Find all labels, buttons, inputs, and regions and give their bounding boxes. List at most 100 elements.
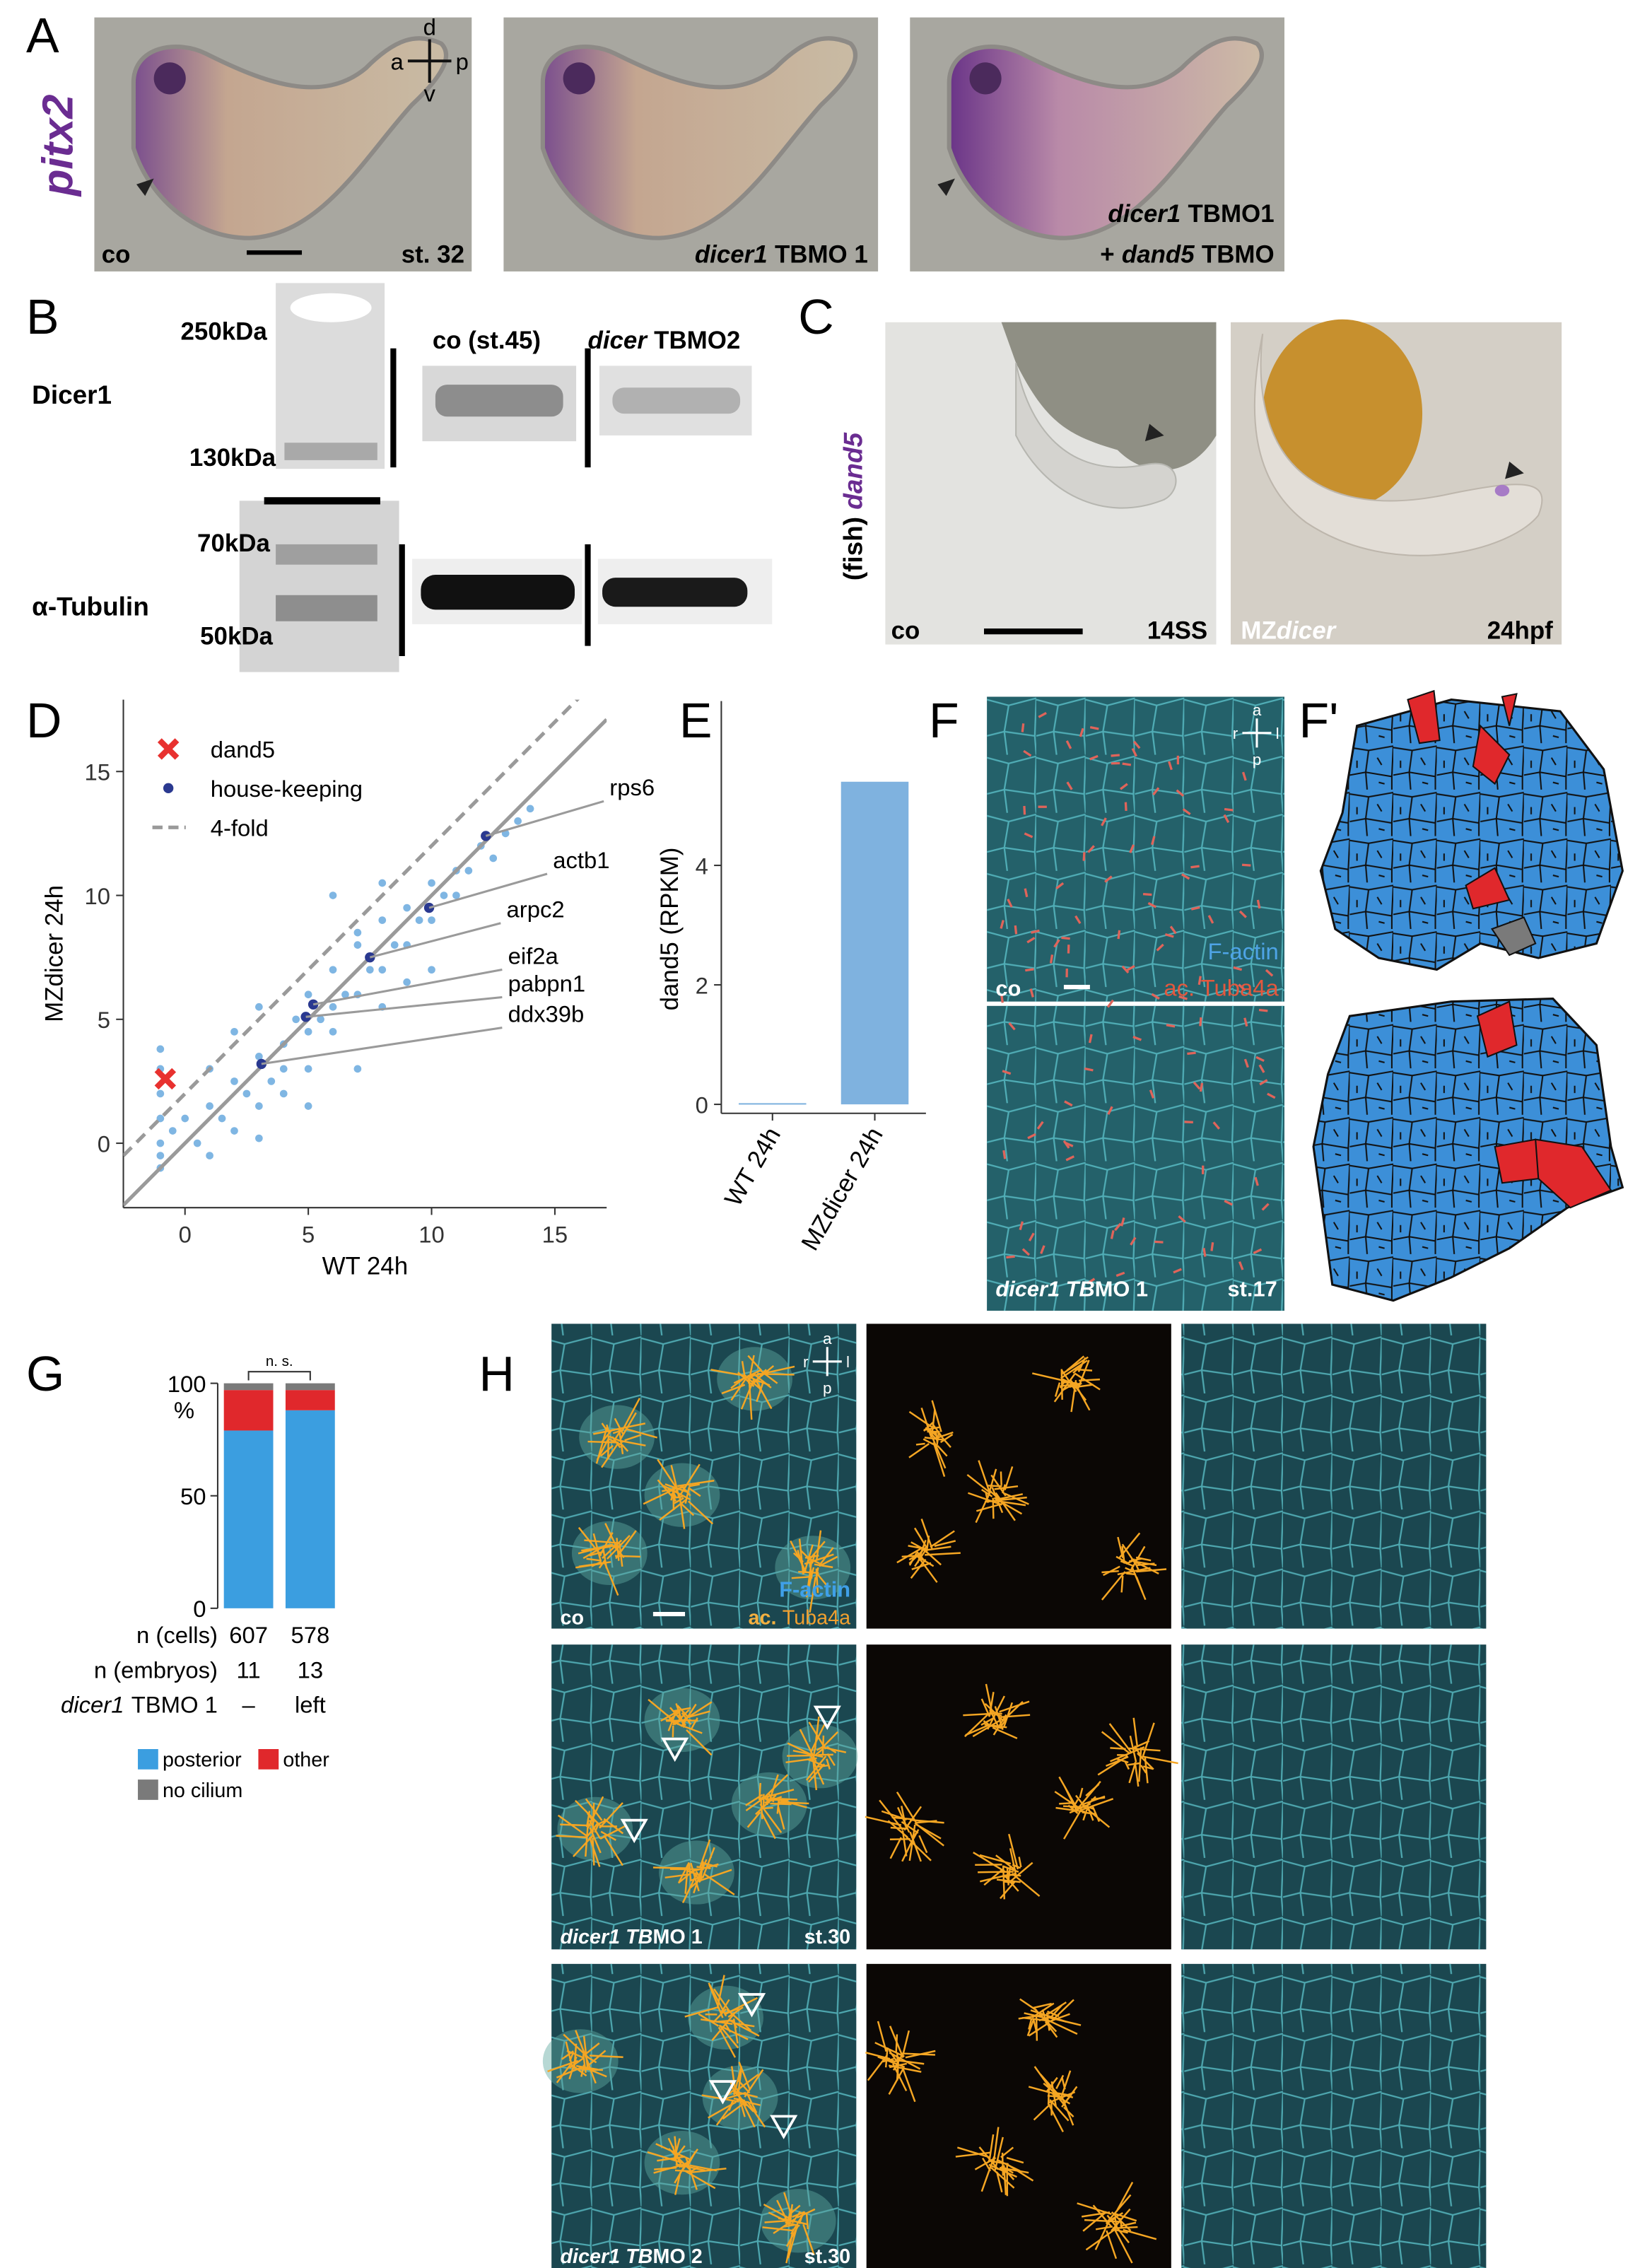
x-axis-label: WT 24h xyxy=(322,1253,409,1280)
point-label: ddx39b xyxy=(508,1000,585,1027)
cilium xyxy=(1000,993,1004,1003)
cilium xyxy=(746,2100,766,2128)
cilium xyxy=(608,1438,621,1446)
y-tick-label: 2 xyxy=(696,972,708,998)
bar-segment xyxy=(223,1430,274,1608)
y-tick-label: 50 xyxy=(180,1483,206,1509)
orientation-label: l xyxy=(1276,725,1279,742)
cilium xyxy=(821,1731,838,1749)
cilium xyxy=(1199,1017,1202,1027)
cilium xyxy=(624,1434,642,1442)
cilium xyxy=(994,1485,1019,1490)
point xyxy=(242,1089,251,1098)
orientation-label: d xyxy=(423,13,436,40)
cilium xyxy=(937,1445,948,1457)
micrograph xyxy=(866,1644,1171,1950)
cilium xyxy=(889,1837,902,1859)
cilium xyxy=(1140,1765,1147,1774)
x-tick-label: 15 xyxy=(542,1221,568,1247)
cilium xyxy=(895,2034,898,2053)
cilium xyxy=(1089,726,1099,730)
gene-label: (fish) dand5 xyxy=(839,432,868,580)
cilium xyxy=(701,1847,715,1878)
panel-c: C (fish) dand5 co 14SS MZdicer 24hpf xyxy=(798,289,1562,645)
text: ac. xyxy=(749,1606,777,1629)
text: TBMO1 xyxy=(1188,200,1274,228)
point xyxy=(218,1114,226,1123)
legend-marker xyxy=(163,783,174,794)
cilium xyxy=(1121,1545,1125,1564)
embryo xyxy=(937,36,1264,240)
cilium xyxy=(1258,1008,1268,1012)
cilium xyxy=(1224,807,1234,812)
cilium xyxy=(1041,2009,1048,2023)
point xyxy=(230,1027,238,1036)
cilium xyxy=(592,1533,602,1562)
text: n (embryos) xyxy=(94,1656,218,1683)
significance-bracket xyxy=(247,1371,311,1381)
cilium xyxy=(733,1369,761,1384)
cilium xyxy=(1238,1261,1244,1270)
yolk xyxy=(1263,319,1423,508)
cilium xyxy=(826,1758,831,1770)
cilium xyxy=(807,1758,826,1767)
bar-segment xyxy=(285,1410,335,1608)
cilium xyxy=(1116,1758,1129,1764)
cilium xyxy=(570,2064,587,2077)
cilium xyxy=(821,1746,847,1753)
italic-text: dicer xyxy=(588,327,649,354)
cilium xyxy=(586,1557,602,1562)
italic-text: dand5 xyxy=(839,432,868,509)
condition-label: co xyxy=(560,1606,584,1629)
cilium xyxy=(1028,2018,1033,2030)
arrowhead xyxy=(620,1818,648,1844)
cilium xyxy=(670,1484,685,1496)
cilium xyxy=(1256,899,1261,909)
cilium xyxy=(746,1811,761,1828)
cilium xyxy=(720,1999,730,2014)
ladder-band xyxy=(276,595,377,621)
cilium xyxy=(726,2009,752,2032)
point xyxy=(390,941,399,949)
cilium xyxy=(978,2146,999,2170)
cilium xyxy=(888,2067,905,2095)
cilium xyxy=(1040,1245,1046,1254)
cilium xyxy=(922,1438,937,1446)
cilium xyxy=(1120,1217,1125,1227)
cilium xyxy=(896,2059,925,2065)
cilium xyxy=(1207,915,1214,924)
cilium xyxy=(1118,1532,1141,1559)
cilium xyxy=(1023,749,1032,757)
cilium xyxy=(751,1369,767,1386)
cell-highlight xyxy=(1476,1000,1612,1209)
cilium xyxy=(664,1483,688,1493)
cilium xyxy=(1000,2146,1014,2158)
cilium xyxy=(1243,1058,1249,1068)
cilium xyxy=(1110,1229,1115,1239)
y-tick-label: 4 xyxy=(696,853,708,879)
cilium xyxy=(762,2226,795,2232)
cilium xyxy=(932,1423,943,1437)
cilium xyxy=(901,2067,916,2103)
orientation-cross xyxy=(812,1347,842,1376)
text: TBMO 1 xyxy=(775,241,868,269)
cilium xyxy=(908,1443,930,1459)
cilium xyxy=(587,1796,604,1829)
label-connector xyxy=(305,995,503,1018)
cilium xyxy=(1120,783,1128,790)
cilium xyxy=(1233,966,1243,971)
point xyxy=(255,1102,263,1110)
cilium xyxy=(758,1782,762,1801)
cilium xyxy=(1084,1067,1094,1072)
cell-highlight xyxy=(1491,916,1537,957)
cilium xyxy=(923,1545,951,1552)
cilium xyxy=(1132,1717,1139,1748)
micrograph-grid xyxy=(542,1323,1487,2268)
panel-letter: H xyxy=(479,1346,515,1401)
cilium xyxy=(1049,2099,1070,2122)
divider xyxy=(390,348,591,657)
cilium xyxy=(684,2006,718,2018)
cilium xyxy=(1064,1100,1073,1107)
